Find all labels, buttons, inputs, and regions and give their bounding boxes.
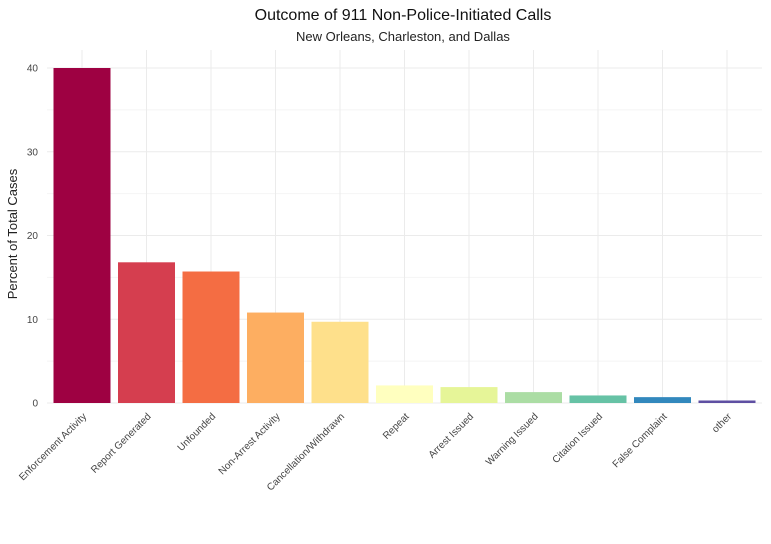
- x-tick-label: Citation Issued: [551, 411, 606, 466]
- bar-citation-issued: [569, 395, 627, 403]
- y-tick-label: 20: [27, 231, 39, 242]
- x-axis: Enforcement Activity Report Generated Unfo…: [17, 411, 734, 494]
- x-tick-label: Repeat: [381, 411, 412, 442]
- y-axis: 0 10 20 30 40: [27, 64, 39, 410]
- bar-warning-issued: [505, 392, 562, 403]
- chart-title: Outcome of 911 Non-Police-Initiated Call…: [255, 7, 552, 24]
- bar-report-generated: [118, 262, 175, 403]
- x-tick-label: Arrest Issued: [427, 411, 476, 460]
- x-tick-label: Non-Arrest Activity: [217, 411, 283, 477]
- y-axis-label: Percent of Total Cases: [5, 168, 20, 299]
- x-tick-label: Enforcement Activity: [17, 411, 89, 483]
- y-tick-label: 10: [27, 315, 39, 326]
- bar-non-arrest-activity: [247, 312, 304, 403]
- bar-enforcement-activity: [53, 68, 111, 403]
- bar-false-complaint: [634, 397, 691, 403]
- x-tick-label: Warning Issued: [484, 411, 541, 468]
- bar-arrest-issued: [440, 387, 498, 403]
- x-tick-label: Unfounded: [176, 411, 218, 453]
- bar-unfounded: [182, 271, 240, 403]
- bar-repeat: [376, 385, 433, 403]
- bars: [53, 68, 756, 403]
- bar-cancellation-withdrawn: [311, 321, 369, 403]
- y-tick-label: 0: [32, 399, 38, 410]
- bar-other: [698, 400, 756, 403]
- x-tick-label: other: [710, 411, 734, 435]
- chart-subtitle: New Orleans, Charleston, and Dallas: [296, 29, 510, 44]
- x-tick-label: False Complaint: [611, 411, 670, 470]
- x-tick-label: Report Generated: [89, 411, 153, 475]
- y-tick-label: 40: [27, 64, 39, 75]
- y-tick-label: 30: [27, 147, 39, 158]
